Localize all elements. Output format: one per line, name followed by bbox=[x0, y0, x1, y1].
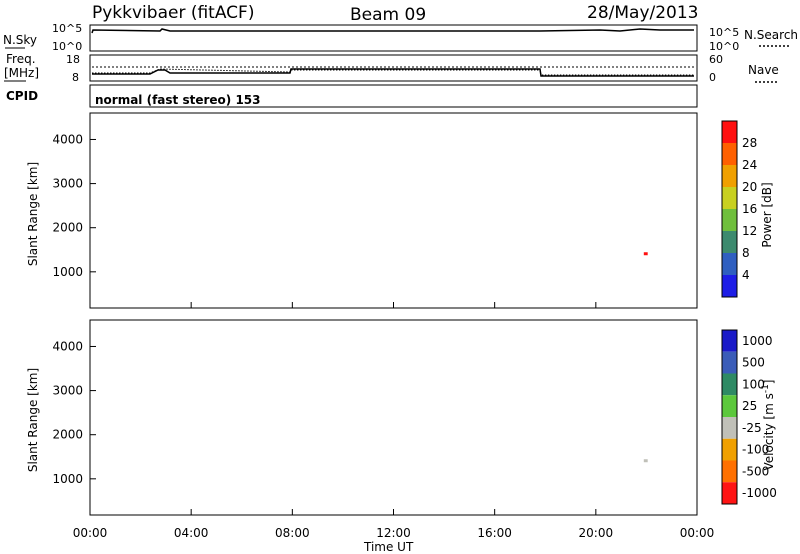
freq-panel: Freq. [MHz] 18 8 60 0 Nave bbox=[4, 52, 779, 84]
y-tick-label: 3000 bbox=[52, 384, 83, 398]
power-cbar-swatch bbox=[722, 275, 737, 297]
y-tick-label: 3000 bbox=[52, 177, 83, 191]
power-cbar-swatch bbox=[722, 209, 737, 231]
beam-title: Beam 09 bbox=[350, 5, 426, 25]
power-cbar-swatch bbox=[722, 231, 737, 253]
cpid-label: CPID bbox=[6, 89, 38, 103]
velocity-cbar-swatch bbox=[722, 460, 737, 483]
power-cbar-label: Power [dB] bbox=[760, 182, 774, 247]
y-tick-label: 1000 bbox=[52, 472, 83, 486]
velocity-cbar-swatch bbox=[722, 417, 737, 439]
velocity-colorbar: 1000 500 100 25 -25 -100 -500 -1000 bbox=[721, 329, 777, 505]
noise-left-tick-bottom: 10^0 bbox=[52, 40, 82, 53]
velocity-cbar-label-close: ] bbox=[762, 380, 776, 385]
power-cbar-tick: 16 bbox=[742, 202, 757, 216]
velocity-cbar-tick: 25 bbox=[742, 399, 757, 413]
power-cbar-tick: 28 bbox=[742, 136, 757, 150]
power-cbar-swatch bbox=[722, 121, 737, 143]
velocity-cbar-tick: -100 bbox=[742, 443, 769, 457]
date-title: 28/May/2013 bbox=[587, 3, 699, 23]
freq-label-line1: Freq. bbox=[6, 52, 36, 66]
y-tick-label: 2000 bbox=[52, 428, 83, 442]
y-tick-label: 2000 bbox=[52, 221, 83, 235]
noise-right-label: N.Search bbox=[744, 28, 798, 42]
power-cbar-swatch bbox=[722, 187, 737, 209]
power-cell bbox=[643, 252, 648, 256]
power-panel: 1000 2000 3000 4000 Slant Range [km] bbox=[26, 112, 698, 309]
power-cbar-tick: 20 bbox=[742, 180, 757, 194]
cpid-mode: normal (fast stereo) 153 bbox=[95, 93, 261, 107]
velocity-cell bbox=[643, 459, 648, 463]
noise-left-label: N.Sky bbox=[3, 33, 37, 47]
velocity-cbar-swatch bbox=[722, 395, 737, 417]
velocity-cbar-swatch bbox=[722, 373, 737, 396]
freq-trace bbox=[92, 68, 694, 77]
noise-right-tick-bottom: 10^0 bbox=[709, 40, 739, 53]
noise-right-tick-top: 10^5 bbox=[709, 26, 739, 39]
velocity-cbar-tick: -25 bbox=[742, 421, 762, 435]
velocity-cbar-label: Velocity [m s-1] bbox=[761, 380, 776, 471]
velocity-cbar-label-main: Velocity [m s bbox=[762, 393, 776, 470]
nave-trace bbox=[92, 68, 694, 76]
velocity-ylabel: Slant Range [km] bbox=[26, 368, 40, 472]
velocity-cbar-swatch bbox=[722, 438, 737, 461]
nave-label: Nave bbox=[748, 63, 779, 77]
nave-tick-top: 60 bbox=[709, 53, 723, 66]
power-cbar-swatch bbox=[722, 253, 737, 275]
power-cbar-tick: 8 bbox=[742, 246, 750, 260]
freq-tick-bottom: 8 bbox=[72, 71, 79, 84]
noise-left-tick-top: 10^5 bbox=[52, 22, 82, 35]
freq-tick-top: 18 bbox=[66, 53, 80, 66]
x-tick-label: 16:00 bbox=[477, 526, 512, 540]
velocity-cbar-tick: 1000 bbox=[742, 334, 773, 348]
velocity-panel: 1000 2000 3000 4000 Slant Range [km] bbox=[26, 319, 698, 516]
x-tick-label: 12:00 bbox=[376, 526, 411, 540]
power-cbar-swatch bbox=[722, 165, 737, 187]
velocity-cbar-swatch bbox=[722, 351, 737, 374]
x-tick-label: 00:00 bbox=[73, 526, 108, 540]
velocity-cbar-tick: -1000 bbox=[742, 486, 777, 500]
power-cbar-tick: 4 bbox=[742, 268, 750, 282]
x-tick-label: 04:00 bbox=[174, 526, 209, 540]
power-colorbar: 4 8 12 16 20 24 28 bbox=[721, 120, 757, 298]
x-tick-label: 08:00 bbox=[275, 526, 310, 540]
velocity-cbar-swatch bbox=[722, 330, 737, 352]
freq-label-line2: [MHz] bbox=[4, 66, 39, 80]
velocity-cbar-tick: 100 bbox=[742, 377, 765, 391]
x-tick-label: 00:00 bbox=[680, 526, 715, 540]
nave-tick-bottom: 0 bbox=[709, 71, 716, 84]
noise-trace bbox=[91, 28, 694, 34]
power-ylabel: Slant Range [km] bbox=[26, 162, 40, 266]
power-cbar-tick: 24 bbox=[742, 158, 757, 172]
power-cbar-tick: 12 bbox=[742, 224, 757, 238]
velocity-cbar-label-exp: -1 bbox=[761, 384, 771, 393]
station-title: Pykkvibaer (fitACF) bbox=[92, 3, 254, 23]
velocity-cbar-tick: -500 bbox=[742, 464, 769, 478]
noise-panel: N.Sky 10^5 10^0 N.Search 10^5 10^0 bbox=[3, 22, 798, 53]
x-tick-label: 20:00 bbox=[579, 526, 614, 540]
y-tick-label: 1000 bbox=[52, 265, 83, 279]
velocity-cbar-swatch bbox=[722, 482, 737, 504]
velocity-cbar-tick: 500 bbox=[742, 356, 765, 370]
y-tick-label: 4000 bbox=[52, 132, 83, 146]
power-cbar-swatch bbox=[722, 143, 737, 165]
xlabel: Time UT bbox=[363, 540, 414, 554]
y-tick-label: 4000 bbox=[52, 339, 83, 353]
